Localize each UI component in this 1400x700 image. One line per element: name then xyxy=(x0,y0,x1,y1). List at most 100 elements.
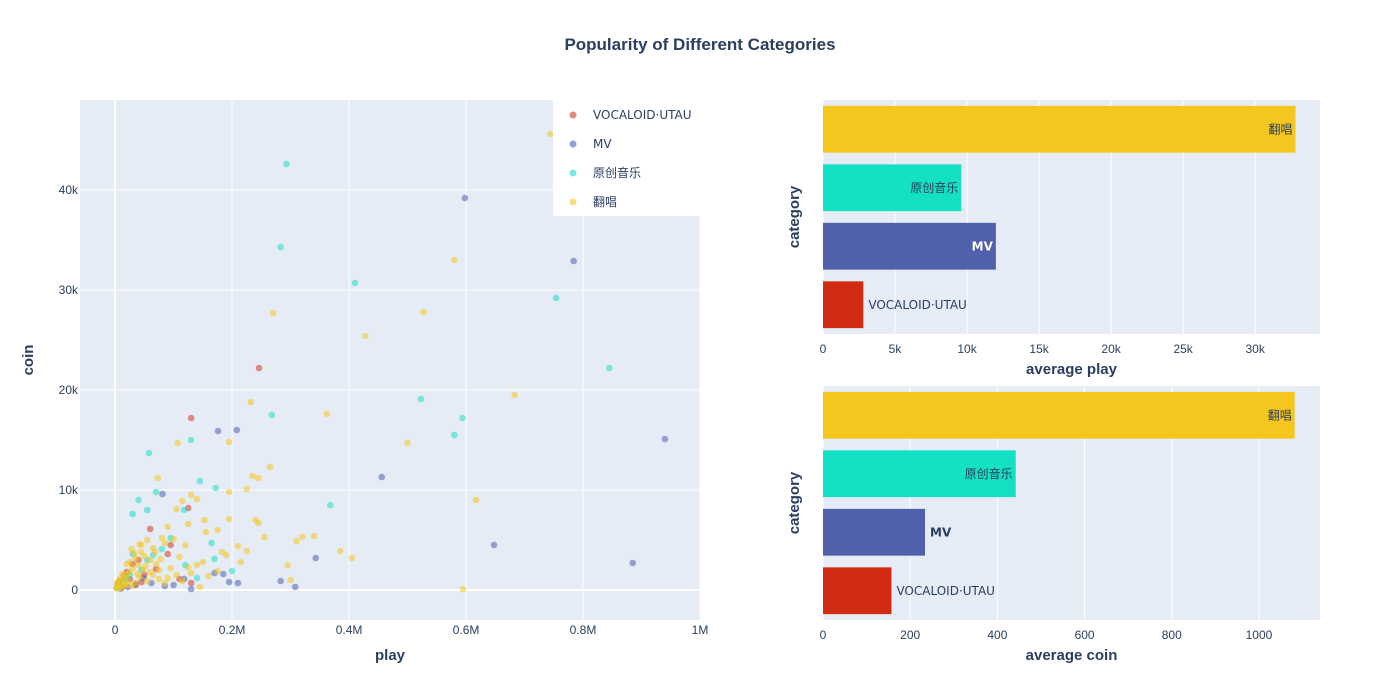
scatter-point xyxy=(154,474,162,482)
scatter-point xyxy=(570,257,577,265)
scatter-point xyxy=(173,505,180,513)
scatter-point xyxy=(255,474,262,482)
scatter-point xyxy=(143,577,151,585)
legend-background xyxy=(553,100,700,216)
scatter-point xyxy=(228,567,236,575)
bar-label: MV xyxy=(930,525,952,539)
scatter-point xyxy=(606,364,613,372)
x-tick-label: 15k xyxy=(1029,342,1049,356)
scatter-point xyxy=(351,279,359,287)
bar xyxy=(823,391,1295,439)
x-tick-label: 0.4M xyxy=(336,623,363,637)
x-tick-label: 0 xyxy=(820,342,827,356)
scatter-point xyxy=(161,539,169,547)
scatter-point xyxy=(310,532,318,540)
x-tick-label: 20k xyxy=(1101,342,1121,356)
scatter-point xyxy=(151,548,159,556)
scatter-point xyxy=(208,539,215,547)
bar xyxy=(823,164,962,212)
series-series-3 xyxy=(112,130,554,593)
bar-label: VOCALOID·UTAU xyxy=(896,584,995,598)
scatter-point xyxy=(187,436,195,444)
scatter-point xyxy=(362,332,369,340)
scatter-point xyxy=(336,547,344,555)
x-axis-title: play xyxy=(375,647,406,664)
scatter-point xyxy=(212,484,219,492)
scatter-point xyxy=(214,427,222,435)
scatter-plot[interactable]: 0 0.2M 0.4M 0.6M 0.8M 1M 0 10k 20k 30k 40k play coin… xyxy=(20,100,708,664)
scatter-point xyxy=(181,541,189,549)
scatter-point xyxy=(255,364,263,372)
x-tick-label: 400 xyxy=(987,628,1007,642)
scatter-point xyxy=(269,309,277,317)
scatter-point xyxy=(173,571,180,579)
x-tick-label: 800 xyxy=(1162,628,1182,642)
scatter-point xyxy=(277,577,284,585)
bar xyxy=(823,450,1016,498)
scatter-point xyxy=(283,160,290,168)
scatter-point xyxy=(255,519,262,527)
scatter-point xyxy=(461,194,469,202)
scatter-point xyxy=(243,485,250,493)
scatter-point xyxy=(170,581,177,589)
legend-marker xyxy=(569,198,577,206)
scatter-point xyxy=(174,439,181,447)
scatter-point xyxy=(179,577,186,585)
x-tick-label: 30k xyxy=(1245,342,1265,356)
scatter-point xyxy=(234,542,242,550)
x-axis-title: average coin xyxy=(1026,647,1118,664)
scatter-point xyxy=(225,438,233,446)
scatter-point xyxy=(187,579,195,587)
bar-label: 原创音乐 xyxy=(910,180,958,195)
scatter-point xyxy=(158,534,166,542)
scatter-point xyxy=(237,558,245,566)
legend-label: MV xyxy=(593,137,612,151)
bar xyxy=(823,567,892,615)
scatter-point xyxy=(417,395,425,403)
y-tick-label: 20k xyxy=(59,383,79,397)
scatter-point xyxy=(546,130,554,138)
bar xyxy=(823,508,926,556)
scatter-point xyxy=(134,570,141,578)
scatter-point xyxy=(225,515,233,523)
scatter-point xyxy=(180,506,188,514)
x-tick-label: 0.2M xyxy=(219,623,246,637)
scatter-point xyxy=(323,410,331,418)
scatter-point xyxy=(293,537,300,545)
scatter-point xyxy=(291,583,299,591)
scatter-point xyxy=(136,540,143,548)
scatter-point xyxy=(193,561,201,569)
x-tick-label: 0 xyxy=(112,623,119,637)
scatter-point xyxy=(205,572,212,580)
scatter-point xyxy=(135,561,142,569)
scatter-point xyxy=(201,516,208,524)
scatter-point xyxy=(214,526,221,534)
y-axis-title: category xyxy=(786,185,803,248)
scatter-point xyxy=(187,585,195,593)
scatter-point xyxy=(220,570,227,578)
scatter-point xyxy=(184,563,192,571)
scatter-point xyxy=(187,414,195,422)
scatter-point xyxy=(459,414,466,422)
scatter-point xyxy=(121,581,128,589)
scatter-point xyxy=(157,555,165,563)
scatter-point xyxy=(247,398,255,406)
scatter-point xyxy=(146,556,154,564)
legend-label: 翻唱 xyxy=(593,195,617,209)
scatter-point xyxy=(167,564,174,572)
scatter-point xyxy=(113,579,121,587)
legend-marker xyxy=(569,140,577,148)
x-tick-label: 1M xyxy=(692,623,709,637)
scatter-point xyxy=(661,435,669,443)
scatter-point xyxy=(167,541,174,549)
scatter-point xyxy=(202,528,210,536)
scatter-point xyxy=(266,463,274,471)
x-tick-label: 25k xyxy=(1173,342,1193,356)
scatter-point xyxy=(164,523,172,531)
scatter-point xyxy=(214,567,221,575)
legend-marker xyxy=(569,111,577,119)
